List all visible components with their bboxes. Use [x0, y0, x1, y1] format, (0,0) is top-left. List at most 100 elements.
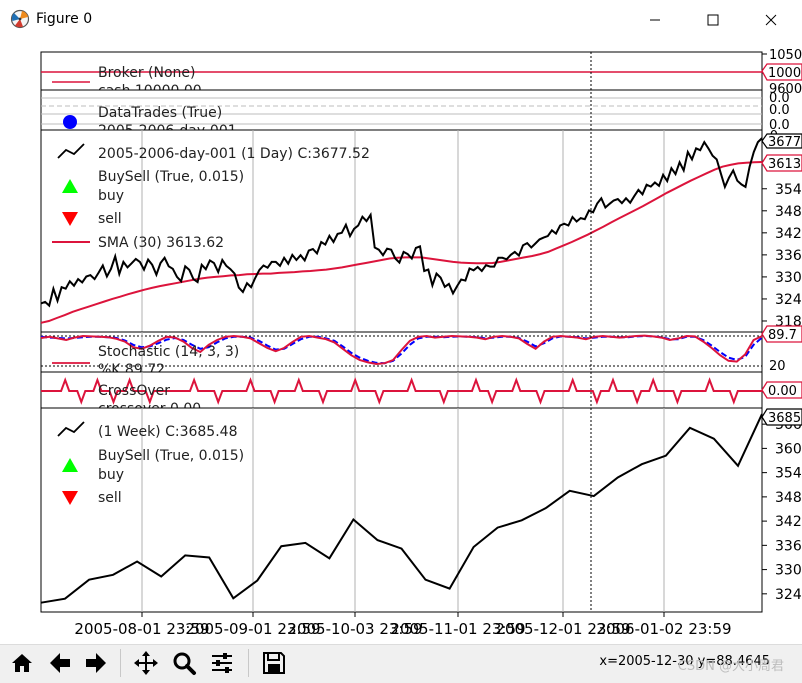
week-sell-legend-text: sell — [98, 490, 122, 506]
price-week-y-ticks: 366360354348342336330324 — [762, 417, 802, 603]
watermark: CSDN @大小周君 — [677, 659, 784, 674]
magnifier-icon — [173, 652, 196, 675]
trades-y-tick: 0.0 — [769, 103, 790, 118]
close-button[interactable] — [748, 0, 794, 40]
price-day-line — [40, 137, 763, 308]
trades-legend-marker — [63, 115, 77, 129]
broker-legend-title: Broker (None) — [98, 65, 196, 81]
configure-subplots-button[interactable] — [206, 647, 238, 679]
week-legend-line — [57, 421, 85, 437]
stochastic-y-tick: 20 — [769, 359, 786, 374]
matplotlib-icon — [10, 9, 30, 29]
home-button[interactable] — [6, 647, 38, 679]
save-button[interactable] — [258, 647, 290, 679]
trades-y-tick: 0.0 — [769, 91, 790, 106]
price-week-line — [40, 413, 763, 604]
arrow-left-icon — [50, 653, 70, 673]
broker-y-tick: 1050 — [769, 48, 802, 63]
trades-legend-title: DataTrades (True) — [98, 105, 222, 121]
price-day-y-tick-label: 330 — [775, 270, 802, 286]
figure-canvas[interactable]: Broker (None) cash 10000.00 10000 1050 9… — [0, 40, 802, 644]
price-week-y-tick-label: 324 — [775, 587, 802, 603]
price-day-y-tick-label: 354 — [775, 182, 802, 198]
broker-cash-label: 10000 — [768, 66, 802, 81]
zoom-button[interactable] — [168, 647, 200, 679]
price-day-axes — [40, 129, 763, 333]
week-buy-marker-icon — [62, 458, 78, 472]
window-title: Figure 0 — [36, 11, 93, 27]
stochastic-k-line — [40, 334, 763, 366]
home-icon — [12, 654, 32, 672]
x-tick-label: 2005-11-01 23:59 — [390, 620, 525, 638]
stochastic-legend-title: Stochastic (14, 3, 3) — [98, 344, 239, 360]
price-week-vgrid — [141, 408, 665, 612]
price-week-y-tick-label: 360 — [775, 441, 802, 457]
price-week-y-tick-label: 342 — [775, 514, 802, 530]
price-day-vgrid — [141, 130, 665, 332]
arrow-right-icon — [86, 653, 106, 673]
sell-legend-text: sell — [98, 211, 122, 227]
price-day-y-tick-label: 348 — [775, 204, 802, 220]
x-tick-label: 2006-01-02 23:59 — [596, 620, 731, 638]
x-tick-label: 2005-10-03 23:59 — [287, 620, 422, 638]
move-icon — [134, 651, 158, 675]
forward-button[interactable] — [80, 647, 112, 679]
close-icon — [765, 14, 777, 26]
crossover-legend-title: CrossOver — [98, 383, 170, 399]
toolbar-separator — [248, 649, 249, 677]
price-week-y-tick-label: 354 — [775, 466, 802, 482]
broker-y-tick: 9600 — [769, 82, 802, 97]
minimize-button[interactable] — [632, 0, 678, 40]
buy-legend-text: buy — [98, 188, 124, 204]
floppy-disk-icon — [263, 652, 285, 674]
crossover-right-label: 0.00 — [761, 381, 802, 399]
crossover-panel: CrossOver crossover 0.00 0.00 — [40, 371, 802, 417]
chart-figure[interactable]: Broker (None) cash 10000.00 10000 1050 9… — [0, 40, 802, 644]
broker-right-label: 10000 — [761, 63, 802, 81]
last-price-value: 3677 — [768, 135, 801, 150]
crossover-line — [41, 377, 762, 405]
price-legend-text: 2005-2006-day-001 (1 Day) C:3677.52 — [98, 146, 370, 162]
trades-axes — [40, 89, 763, 131]
x-tick-label: 2005-09-01 23:59 — [185, 620, 320, 638]
stochastic-right-label: 89.7 — [761, 325, 802, 343]
sma-legend-text: SMA (30) 3613.62 — [98, 235, 224, 251]
price-day-y-tick-label: 336 — [775, 248, 802, 264]
stochastic-panel: Stochastic (14, 3, 3) %K 89.72 89.7 20 — [40, 325, 802, 378]
pan-button[interactable] — [130, 647, 162, 679]
week-sell-marker-icon — [62, 491, 78, 505]
minimize-icon — [650, 19, 660, 21]
navigation-toolbar: x=2005-12-30 y=88.4645 CSDN @大小周君 — [0, 644, 802, 683]
buy-marker-icon — [62, 179, 78, 193]
last-sma-label: 3613 — [761, 154, 802, 172]
x-tick-label: 2005-12-01 23:59 — [495, 620, 630, 638]
stochastic-last-value: 89.7 — [768, 328, 797, 343]
cursor-coordinates: x=2005-12-30 y=88.4645 — [599, 654, 770, 669]
price-week-y-tick-label: 336 — [775, 538, 802, 554]
sell-marker-icon — [62, 212, 78, 226]
week-legend-text: (1 Week) C:3685.48 — [98, 424, 237, 440]
buysell-legend-text: BuySell (True, 0.015) — [98, 169, 244, 185]
stochastic-vgrid — [141, 332, 665, 372]
last-sma-value: 3613 — [768, 157, 801, 172]
x-tick-label: 2005-08-01 23:59 — [74, 620, 209, 638]
price-legend-line — [57, 143, 85, 159]
price-week-y-tick-label: 330 — [775, 563, 802, 579]
week-buy-legend-text: buy — [98, 467, 124, 483]
price-week-panel: 366360354348342336330324 (1 Week) C:3685… — [40, 407, 802, 613]
broker-panel: Broker (None) cash 10000.00 10000 1050 9… — [40, 48, 802, 99]
maximize-button[interactable] — [690, 0, 736, 40]
crossover-last-value: 0.00 — [768, 384, 797, 399]
week-last-price-label: 3685 — [761, 408, 802, 426]
price-week-axes — [40, 407, 763, 613]
price-week-y-tick-label: 348 — [775, 490, 802, 506]
title-bar: Figure 0 — [0, 0, 802, 41]
trades-y-tick: 0.0 — [769, 118, 790, 133]
toolbar-separator — [120, 649, 121, 677]
sliders-icon — [212, 653, 232, 673]
back-button[interactable] — [44, 647, 76, 679]
price-day-y-tick-label: 342 — [775, 226, 802, 242]
